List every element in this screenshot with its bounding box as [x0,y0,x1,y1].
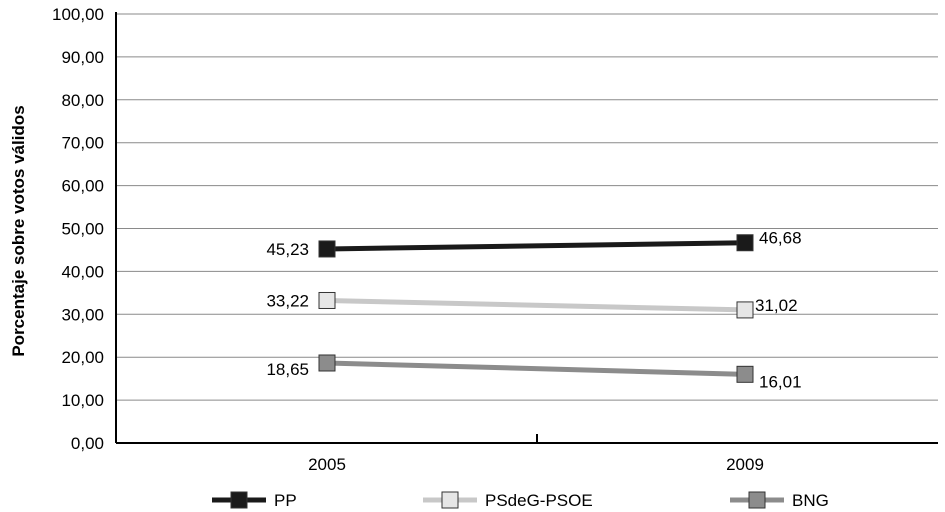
y-tick-label: 30,00 [61,305,104,324]
series-pp: 45,23 46,68 [266,229,801,259]
data-point-marker [318,291,336,309]
data-label: 31,02 [755,296,798,315]
x-tick-labels: 2005 2009 [308,455,764,474]
x-tick-label: 2005 [308,455,346,474]
data-point-marker [318,240,336,258]
data-label: 18,65 [266,360,309,379]
legend-marker [441,491,459,509]
y-tick-label: 50,00 [61,220,104,239]
legend-label: PSdeG-PSOE [485,491,593,510]
legend: PP PSdeG-PSOE BNG [212,491,829,510]
series-line [326,360,746,377]
data-label: 33,22 [266,291,309,310]
y-tick-label: 100,00 [52,5,104,24]
y-tick-label: 0,00 [71,434,104,453]
y-tick-labels: 0,00 10,00 20,00 30,00 40,00 50,00 60,00 70,00 8… [52,5,104,453]
data-point-marker [736,301,754,319]
y-tick-label: 90,00 [61,48,104,67]
y-tick-label: 80,00 [61,91,104,110]
legend-item-bng: BNG [730,491,829,510]
data-point-marker [736,234,754,252]
series-line [326,240,746,252]
series-bng: 18,65 16,01 [266,354,802,391]
y-tick-label: 70,00 [61,134,104,153]
legend-item-psdeg-psoe: PSdeG-PSOE [423,491,593,510]
y-tick-label: 60,00 [61,177,104,196]
data-label: 16,01 [759,372,802,391]
legend-label: BNG [792,491,829,510]
data-point-marker [318,354,336,372]
x-tick-label: 2009 [726,455,764,474]
legend-marker [230,491,248,509]
data-label: 46,68 [759,229,802,248]
series: 45,23 46,68 33,22 31,02 18,65 16,01 [266,229,801,392]
y-axis-label: Porcentaje sobre votos válidos [9,105,28,356]
data-label: 45,23 [266,240,309,259]
gridlines [116,13,938,401]
series-line [326,297,746,313]
legend-marker [748,491,766,509]
series-psdeg-psoe: 33,22 31,02 [266,291,798,319]
data-point-marker [736,365,754,383]
legend-item-pp: PP [212,491,297,510]
y-tick-label: 40,00 [61,262,104,281]
y-tick-label: 10,00 [61,391,104,410]
axes [115,12,938,444]
y-tick-label: 20,00 [61,348,104,367]
legend-label: PP [274,491,297,510]
